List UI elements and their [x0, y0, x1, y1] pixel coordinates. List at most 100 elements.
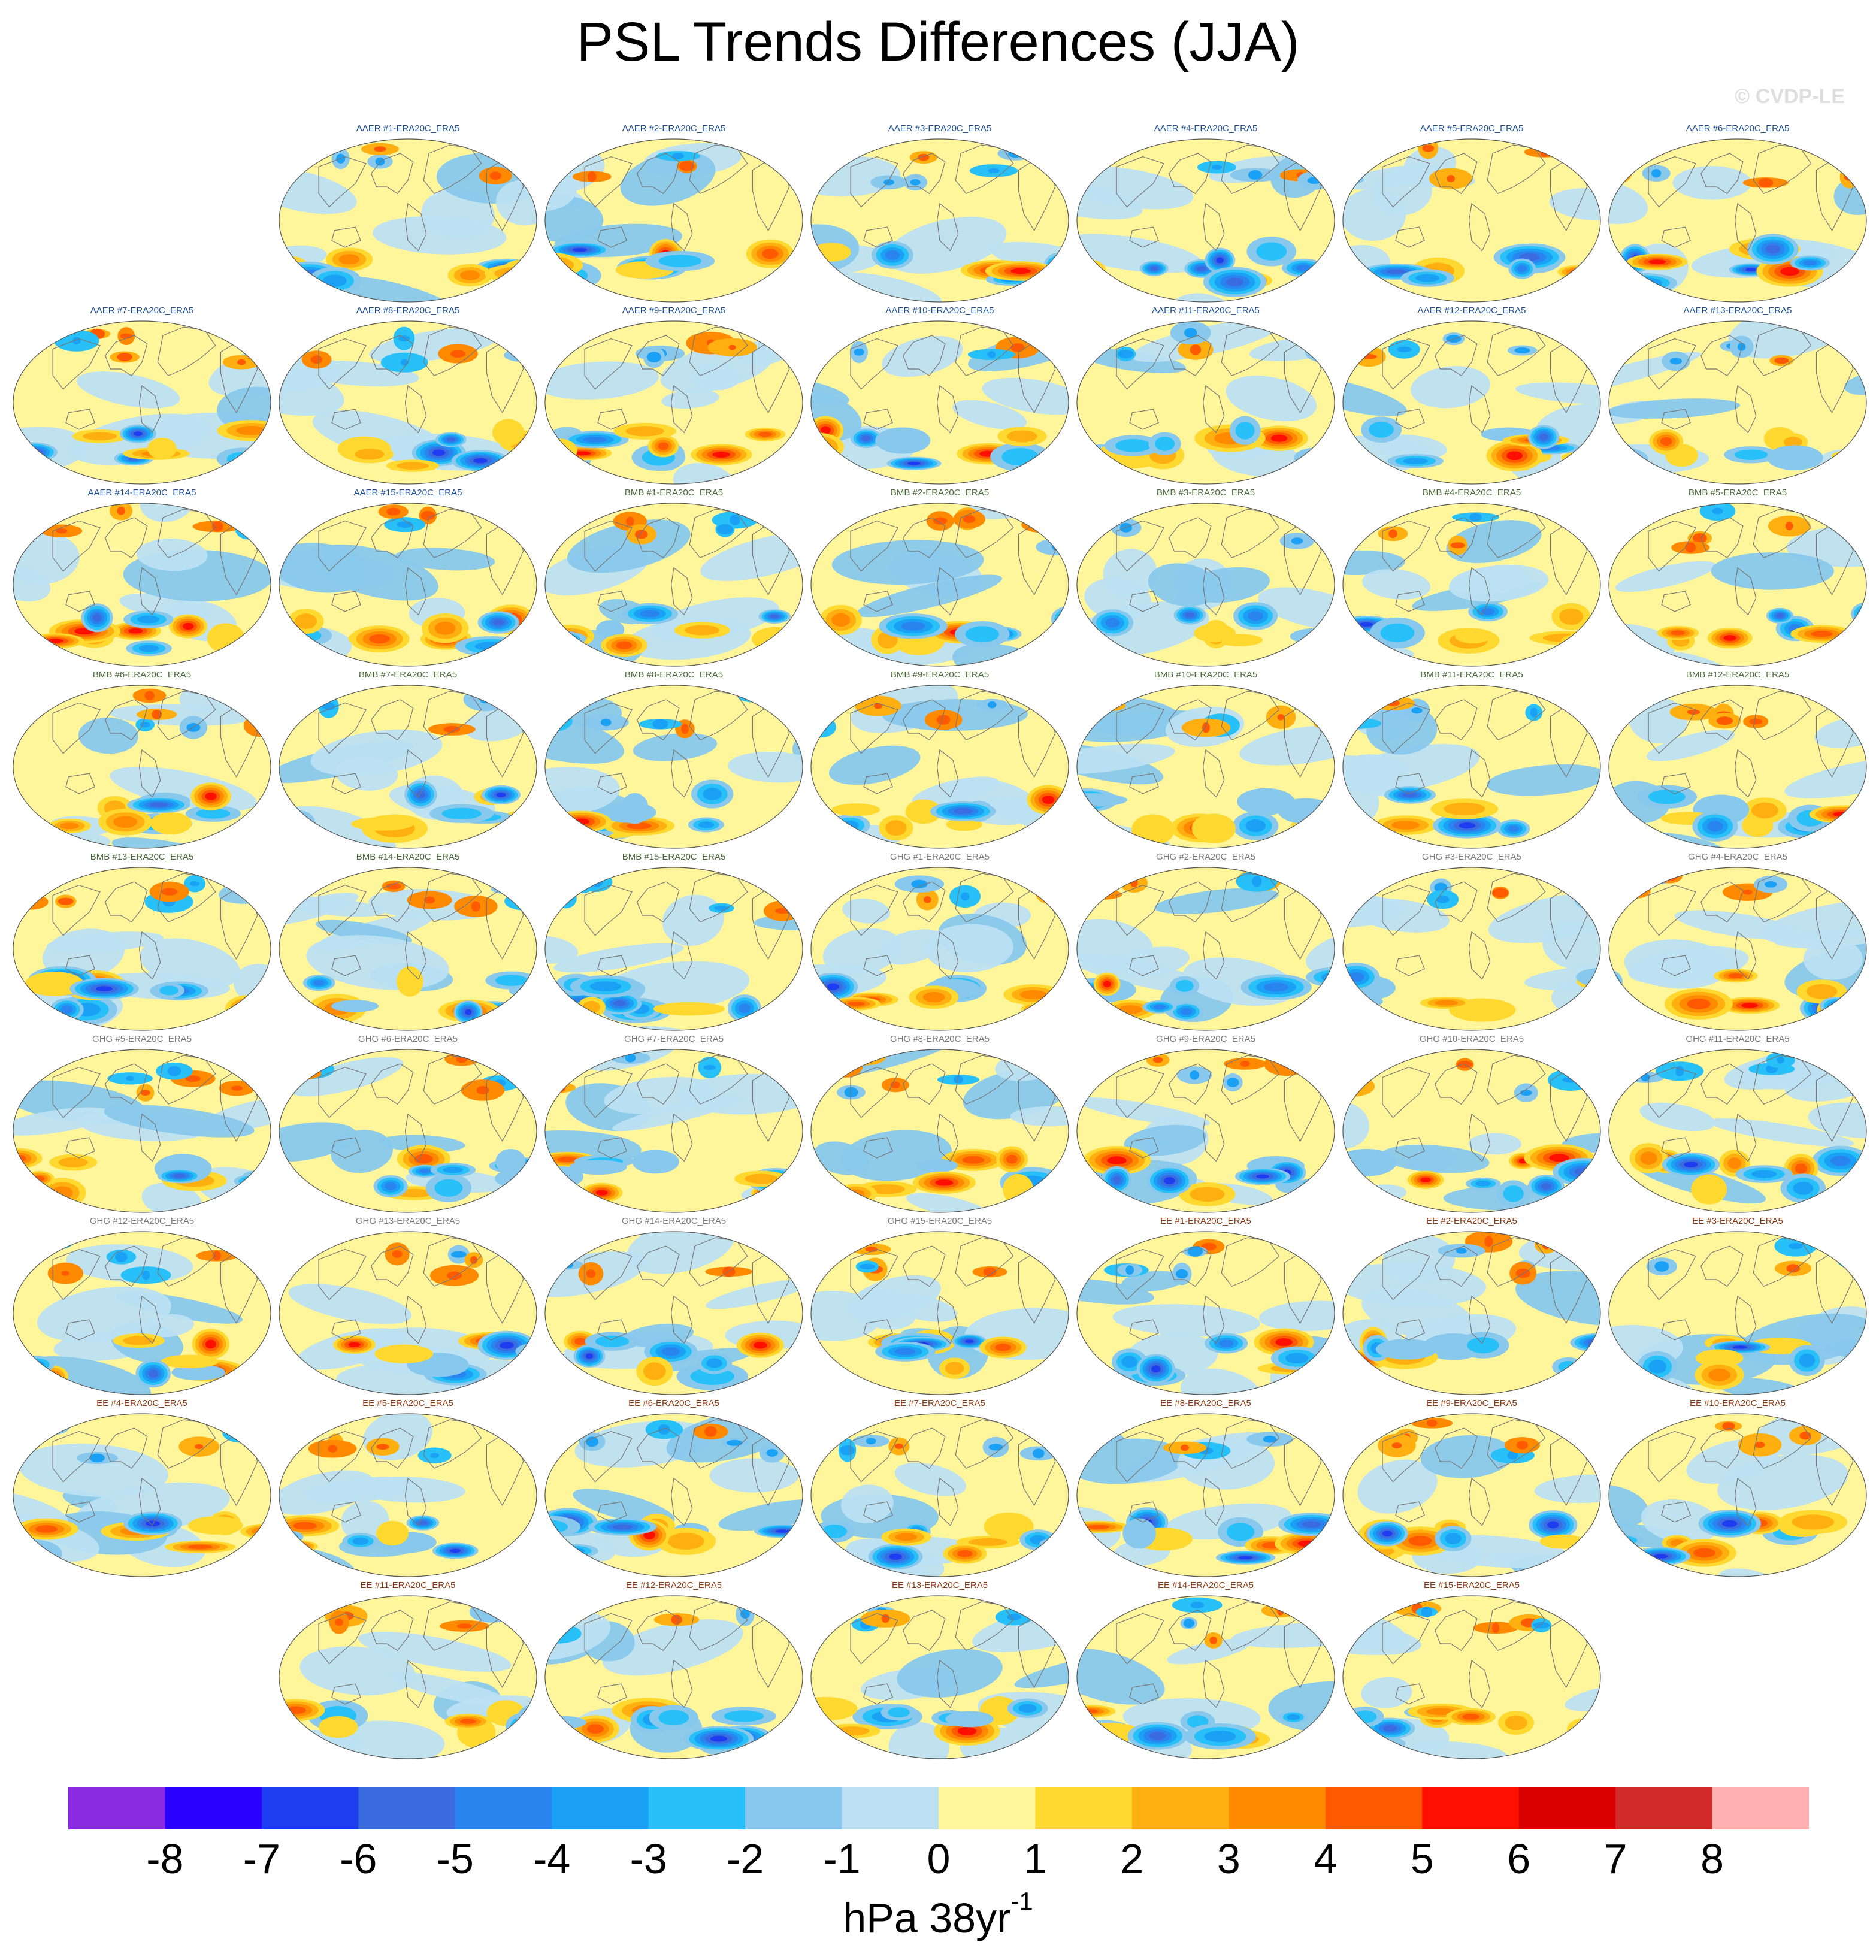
units-base: hPa 38yr — [843, 1895, 1011, 1941]
map-panel-label: AAER #6-ERA20C_ERA5 — [1686, 123, 1790, 134]
map-image — [544, 1049, 803, 1213]
map-panel: AAER #11-ERA20C_ERA5 — [1075, 306, 1337, 486]
map-panel: EE #4-ERA20C_ERA5 — [11, 1398, 273, 1579]
map-image — [1342, 138, 1601, 303]
map-image — [544, 1595, 803, 1759]
map-image — [810, 1595, 1069, 1759]
map-image — [1076, 503, 1335, 667]
map-panel-label: GHG #10-ERA20C_ERA5 — [1419, 1034, 1524, 1044]
map-panel-label: BMB #1-ERA20C_ERA5 — [624, 488, 724, 498]
map-panel-label: BMB #10-ERA20C_ERA5 — [1154, 670, 1258, 680]
map-panel-label: GHG #2-ERA20C_ERA5 — [1156, 852, 1255, 862]
colorbar-swatch — [1229, 1787, 1326, 1829]
map-panel: EE #2-ERA20C_ERA5 — [1341, 1216, 1603, 1397]
map-panel-label: AAER #15-ERA20C_ERA5 — [353, 488, 462, 498]
map-panel: GHG #12-ERA20C_ERA5 — [11, 1216, 273, 1397]
map-panel-label: BMB #11-ERA20C_ERA5 — [1420, 670, 1523, 680]
map-panel-label: EE #14-ERA20C_ERA5 — [1157, 1580, 1254, 1590]
page-title: PSL Trends Differences (JJA) — [576, 11, 1300, 72]
colorbar-tick-label: -7 — [243, 1835, 281, 1882]
map-image — [1076, 138, 1335, 303]
map-image — [1608, 138, 1867, 303]
map-image — [810, 503, 1069, 667]
map-image — [810, 867, 1069, 1031]
map-image — [1342, 1413, 1601, 1577]
map-image — [544, 138, 803, 303]
map-image — [279, 1049, 537, 1213]
map-image — [279, 685, 537, 849]
map-image — [1342, 1595, 1601, 1759]
colorbar-swatch — [552, 1787, 649, 1829]
map-panel-label: AAER #7-ERA20C_ERA5 — [90, 306, 194, 316]
colorbar-tick-label: -3 — [630, 1835, 667, 1882]
map-panel-label: BMB #7-ERA20C_ERA5 — [358, 670, 458, 680]
map-image — [810, 685, 1069, 849]
map-image — [1608, 1413, 1867, 1577]
map-panel-label: AAER #10-ERA20C_ERA5 — [885, 306, 994, 316]
map-panel: GHG #11-ERA20C_ERA5 — [1606, 1034, 1869, 1215]
map-panel-label: EE #12-ERA20C_ERA5 — [625, 1580, 722, 1590]
map-image — [1076, 867, 1335, 1031]
map-panel-label: AAER #11-ERA20C_ERA5 — [1152, 306, 1260, 316]
map-panel: AAER #5-ERA20C_ERA5 — [1341, 123, 1603, 304]
map-image — [1608, 320, 1867, 485]
map-panel-label: GHG #6-ERA20C_ERA5 — [358, 1034, 458, 1044]
map-panel: BMB #15-ERA20C_ERA5 — [543, 852, 805, 1033]
map-image — [13, 1231, 271, 1395]
colorbar-tick-label: -8 — [146, 1835, 184, 1882]
map-panel: AAER #4-ERA20C_ERA5 — [1075, 123, 1337, 304]
map-panel-label: BMB #14-ERA20C_ERA5 — [356, 852, 460, 862]
colorbar-tick-label: -5 — [436, 1835, 474, 1882]
map-panel: EE #7-ERA20C_ERA5 — [809, 1398, 1071, 1579]
map-image — [13, 503, 271, 667]
map-panel-label: AAER #8-ERA20C_ERA5 — [356, 306, 460, 316]
colorbar-swatch — [1131, 1787, 1229, 1829]
map-image — [13, 1413, 271, 1577]
colorbar-tick-label: 0 — [927, 1835, 951, 1882]
map-image — [1076, 1413, 1335, 1577]
map-panel: BMB #4-ERA20C_ERA5 — [1341, 488, 1603, 669]
map-panel: EE #8-ERA20C_ERA5 — [1075, 1398, 1337, 1579]
map-panel: AAER #10-ERA20C_ERA5 — [809, 306, 1071, 486]
colorbar-swatch — [745, 1787, 843, 1829]
map-panel-label: EE #5-ERA20C_ERA5 — [362, 1398, 453, 1408]
map-panel-label: GHG #3-ERA20C_ERA5 — [1422, 852, 1521, 862]
colorbar-swatch — [68, 1787, 165, 1829]
map-panel-label: EE #7-ERA20C_ERA5 — [894, 1398, 985, 1408]
map-image — [279, 1231, 537, 1395]
map-panel-label: EE #2-ERA20C_ERA5 — [1426, 1216, 1517, 1226]
units-exponent: -1 — [1010, 1887, 1033, 1915]
map-panel: AAER #14-ERA20C_ERA5 — [11, 488, 273, 669]
map-image — [1608, 1049, 1867, 1213]
map-panel: AAER #9-ERA20C_ERA5 — [543, 306, 805, 486]
colorbar-swatch — [261, 1787, 359, 1829]
map-panel-label: GHG #15-ERA20C_ERA5 — [887, 1216, 993, 1226]
colorbar-swatch — [1035, 1787, 1133, 1829]
colorbar-tick-label: -4 — [533, 1835, 571, 1882]
map-panel-label: EE #15-ERA20C_ERA5 — [1423, 1580, 1520, 1590]
colorbar-swatch — [1325, 1787, 1423, 1829]
map-panel: GHG #10-ERA20C_ERA5 — [1341, 1034, 1603, 1215]
map-panel-label: AAER #12-ERA20C_ERA5 — [1417, 306, 1526, 316]
map-panel-label: AAER #3-ERA20C_ERA5 — [888, 123, 992, 134]
map-panel-label: AAER #2-ERA20C_ERA5 — [622, 123, 726, 134]
map-panel-label: GHG #11-ERA20C_ERA5 — [1686, 1034, 1790, 1044]
map-panel: EE #14-ERA20C_ERA5 — [1075, 1580, 1337, 1761]
map-image — [544, 1231, 803, 1395]
colorbar — [68, 1787, 1809, 1829]
map-panel: BMB #13-ERA20C_ERA5 — [11, 852, 273, 1033]
map-image — [13, 1049, 271, 1213]
map-panel: GHG #6-ERA20C_ERA5 — [277, 1034, 539, 1215]
map-panel: AAER #7-ERA20C_ERA5 — [11, 306, 273, 486]
map-image — [279, 1413, 537, 1577]
map-panel: GHG #4-ERA20C_ERA5 — [1606, 852, 1869, 1033]
map-panel-label: GHG #13-ERA20C_ERA5 — [355, 1216, 461, 1226]
map-image — [1076, 1595, 1335, 1759]
map-panel-label: AAER #4-ERA20C_ERA5 — [1154, 123, 1258, 134]
map-panel: GHG #1-ERA20C_ERA5 — [809, 852, 1071, 1033]
map-panel-label: AAER #5-ERA20C_ERA5 — [1420, 123, 1524, 134]
colorbar-swatch — [648, 1787, 746, 1829]
map-image — [279, 1595, 537, 1759]
colorbar-swatch — [939, 1787, 1036, 1829]
map-panel-label: EE #13-ERA20C_ERA5 — [891, 1580, 988, 1590]
